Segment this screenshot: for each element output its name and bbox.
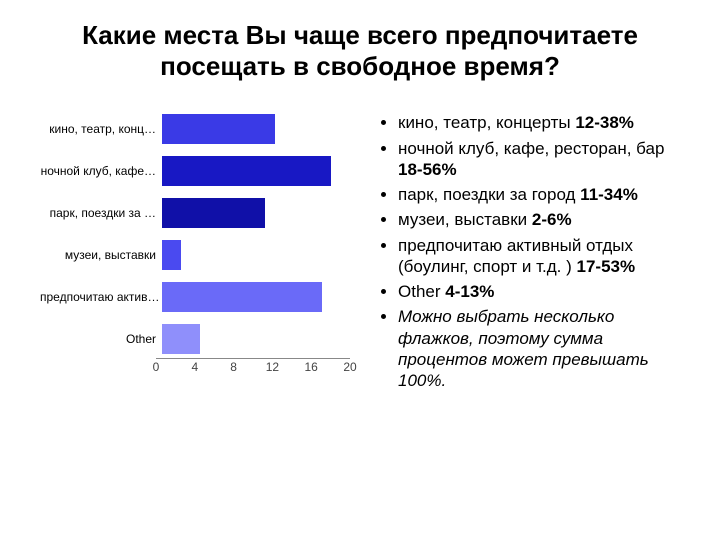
bar-chart: кино, театр, конц… ночной клуб, кафе… парк… bbox=[40, 112, 350, 356]
axis-tick: 16 bbox=[305, 360, 318, 374]
bullet-list-area: кино, театр, концерты 12-38% ночной клуб,… bbox=[374, 102, 680, 395]
bullet-value: 2-6% bbox=[532, 210, 572, 229]
bullet-value: 12-38% bbox=[575, 113, 634, 132]
bar-fill bbox=[162, 324, 200, 354]
bar-row: ночной клуб, кафе… bbox=[40, 154, 350, 188]
bullet-text: музеи, выставки bbox=[398, 210, 532, 229]
bar-label: парк, поездки за … bbox=[40, 206, 162, 220]
bar-track bbox=[162, 154, 350, 188]
axis-tick: 8 bbox=[230, 360, 237, 374]
bullet-item: предпочитаю активный отдых (боулинг, спо… bbox=[398, 235, 680, 278]
bar-row: парк, поездки за … bbox=[40, 196, 350, 230]
bar-fill bbox=[162, 240, 181, 270]
axis-track: 048121620 bbox=[156, 360, 350, 378]
bar-label: ночной клуб, кафе… bbox=[40, 164, 162, 178]
page-title: Какие места Вы чаще всего предпочитаете … bbox=[40, 20, 680, 82]
bullet-value: 11-34% bbox=[580, 185, 638, 204]
bullet-text: ночной клуб, кафе, ресторан, бар bbox=[398, 139, 664, 158]
axis-tick: 4 bbox=[191, 360, 198, 374]
bullet-text: кино, театр, концерты bbox=[398, 113, 575, 132]
axis-line bbox=[156, 358, 350, 359]
bullet-text: Other bbox=[398, 282, 445, 301]
chart-area: кино, театр, конц… ночной клуб, кафе… парк… bbox=[40, 102, 350, 378]
bullet-value: 18-56% bbox=[398, 160, 457, 179]
bar-fill bbox=[162, 198, 265, 228]
bar-track bbox=[162, 238, 350, 272]
bar-row: Other bbox=[40, 322, 350, 356]
bar-track bbox=[162, 112, 350, 146]
bullet-item: музеи, выставки 2-6% bbox=[398, 209, 680, 230]
bar-track bbox=[162, 322, 350, 356]
bar-label: Other bbox=[40, 332, 162, 346]
slide: Какие места Вы чаще всего предпочитаете … bbox=[0, 0, 720, 540]
bullet-text: парк, поездки за город bbox=[398, 185, 580, 204]
bullet-text: Можно выбрать несколько флажков, поэтому… bbox=[398, 307, 649, 390]
bar-fill bbox=[162, 114, 275, 144]
axis-tick: 0 bbox=[153, 360, 160, 374]
axis-tick: 12 bbox=[266, 360, 279, 374]
bullet-list: кино, театр, концерты 12-38% ночной клуб,… bbox=[374, 112, 680, 391]
bar-row: предпочитаю актив… bbox=[40, 280, 350, 314]
bar-label: кино, театр, конц… bbox=[40, 122, 162, 136]
bullet-item: ночной клуб, кафе, ресторан, бар 18-56% bbox=[398, 138, 680, 181]
bar-row: кино, театр, конц… bbox=[40, 112, 350, 146]
bullet-value: 4-13% bbox=[445, 282, 494, 301]
bullet-item: Other 4-13% bbox=[398, 281, 680, 302]
bar-track bbox=[162, 196, 350, 230]
bullet-value: 17-53% bbox=[577, 257, 636, 276]
axis-tick: 20 bbox=[343, 360, 356, 374]
content-row: кино, театр, конц… ночной клуб, кафе… парк… bbox=[40, 102, 680, 395]
bar-fill bbox=[162, 282, 322, 312]
bullet-item: кино, театр, концерты 12-38% bbox=[398, 112, 680, 133]
bullet-item: Можно выбрать несколько флажков, поэтому… bbox=[398, 306, 680, 391]
bullet-item: парк, поездки за город 11-34% bbox=[398, 184, 680, 205]
bar-label: музеи, выставки bbox=[40, 248, 162, 262]
bar-fill bbox=[162, 156, 331, 186]
bar-label: предпочитаю актив… bbox=[40, 290, 162, 304]
bar-track bbox=[162, 280, 350, 314]
bar-row: музеи, выставки bbox=[40, 238, 350, 272]
x-axis: 048121620 bbox=[40, 360, 350, 378]
